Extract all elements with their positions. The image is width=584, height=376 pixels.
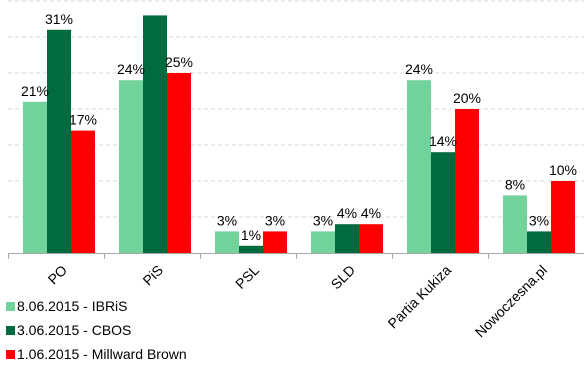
legend-swatch-millward-brown — [6, 349, 15, 359]
data-label: 8% — [505, 176, 525, 192]
bar-pis-cbos — [143, 15, 167, 254]
data-label: 21% — [21, 83, 49, 99]
legend-label-millward-brown: 1.06.2015 - Millward Brown — [17, 346, 187, 362]
legend-swatch-cbos — [6, 325, 15, 335]
category-label-pis: PiS — [139, 262, 166, 289]
bar-nowoczesna-pl-ibris — [503, 195, 527, 253]
bar-psl-cbos — [239, 245, 263, 253]
bar-sld-ibris — [311, 231, 335, 253]
data-label: 4% — [337, 205, 357, 221]
data-label: 3% — [313, 212, 333, 228]
bar-partia-kukiza-ibris — [407, 80, 431, 253]
bar-nowoczesna-pl-millward-brown — [551, 181, 575, 253]
category-label-psl: PSL — [232, 262, 262, 292]
bar-partia-kukiza-millward-brown — [455, 109, 479, 253]
data-label: 31% — [45, 11, 73, 27]
data-label: 14% — [429, 133, 457, 149]
data-label: 3% — [529, 212, 549, 228]
legend-label-cbos: 3.06.2015 - CBOS — [17, 322, 132, 338]
bar-po-cbos — [47, 29, 71, 253]
bar-nowoczesna-pl-cbos — [527, 231, 551, 253]
data-label: 24% — [405, 61, 433, 77]
bar-po-ibris — [23, 101, 47, 253]
x-axis-ticks — [8, 253, 489, 259]
category-label-nowoczesna-pl: Nowoczesna.pl — [472, 262, 550, 340]
data-label: 3% — [265, 212, 285, 228]
gridlines — [8, 0, 584, 218]
bar-psl-ibris — [215, 231, 239, 253]
legend-item-millward-brown: 1.06.2015 - Millward Brown — [6, 346, 187, 366]
data-label: 25% — [165, 54, 193, 70]
legend-item-ibris: 8.06.2015 - IBRiS — [6, 298, 128, 318]
bar-psl-millward-brown — [263, 231, 287, 253]
bars — [23, 15, 575, 254]
category-label-sld: SLD — [328, 262, 359, 293]
bar-sld-millward-brown — [359, 224, 383, 253]
category-label-po: PO — [44, 262, 70, 288]
category-label-partia-kukiza: Partia Kukiza — [384, 262, 454, 332]
data-label: 17% — [69, 112, 97, 128]
data-labels: 21%31%17%24% 25%3%1%3% 3% 4% 4%24%14%20%8%3%… — [21, 11, 577, 243]
data-label: 20% — [453, 90, 481, 106]
bar-pis-millward-brown — [167, 73, 191, 253]
legend-item-cbos: 3.06.2015 - CBOS — [6, 322, 131, 342]
bar-po-millward-brown — [71, 130, 95, 253]
data-label: 10% — [549, 162, 577, 178]
bar-pis-ibris — [119, 80, 143, 253]
data-label: 4% — [361, 205, 381, 221]
data-label: 3% — [217, 212, 237, 228]
legend-swatch-ibris — [6, 301, 15, 311]
data-label: 24% — [117, 61, 145, 77]
bar-sld-cbos — [335, 224, 359, 253]
data-label: 1% — [241, 227, 261, 243]
legend-label-ibris: 8.06.2015 - IBRiS — [17, 298, 128, 314]
bar-partia-kukiza-cbos — [431, 152, 455, 253]
